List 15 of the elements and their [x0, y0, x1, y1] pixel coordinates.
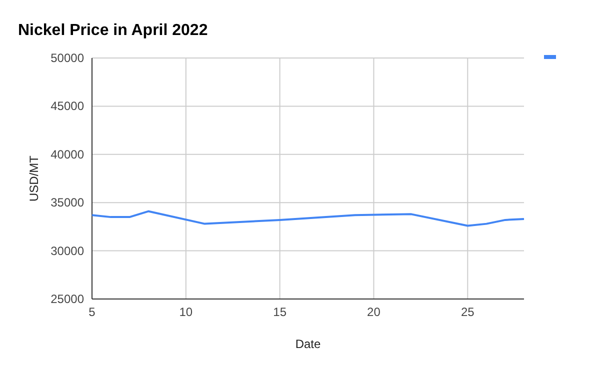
y-axis-title: USD/MT	[27, 154, 41, 202]
x-tick-label: 10	[179, 305, 193, 319]
x-tick-label: 25	[460, 305, 475, 319]
x-axis-title: Date	[295, 337, 321, 351]
x-tick-label: 20	[367, 305, 381, 319]
y-tick-label: 45000	[50, 99, 84, 114]
y-tick-label: 50000	[50, 51, 84, 65]
y-tick-label: 25000	[50, 292, 84, 306]
x-tick-label: 5	[88, 305, 96, 319]
y-tick-label: 30000	[50, 244, 84, 258]
y-tick-label: 40000	[50, 147, 84, 162]
y-tick-label: 35000	[50, 196, 84, 210]
chart-title: Nickel Price in April 2022	[18, 22, 208, 39]
x-tick-label: 15	[273, 305, 287, 319]
line-series	[91, 210, 525, 227]
